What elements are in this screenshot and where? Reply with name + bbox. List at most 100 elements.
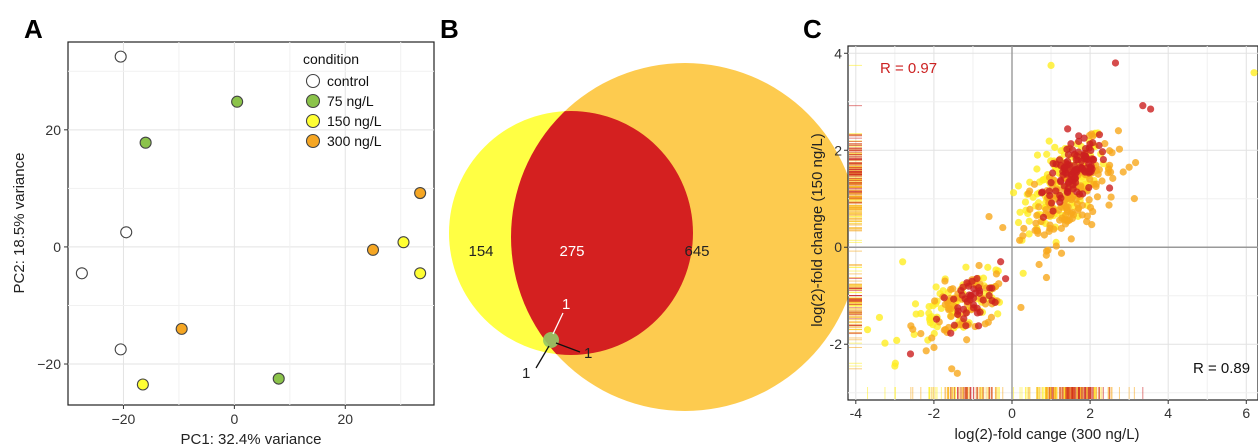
fc-point [911, 300, 920, 308]
fc-point [1039, 213, 1048, 221]
fc-point [957, 286, 965, 295]
fc-point [1105, 201, 1113, 209]
fc-point [1108, 149, 1116, 157]
fc-point [954, 304, 962, 312]
fc-point [1083, 164, 1091, 172]
venn-leader-left [535, 345, 550, 369]
venn-leader-right [555, 342, 581, 353]
fc-point [1046, 192, 1054, 200]
fc-point [1075, 132, 1083, 140]
fc-point [1056, 216, 1064, 224]
fc-point [1017, 303, 1025, 312]
fc-point [1080, 134, 1088, 142]
fc-point [1099, 155, 1107, 164]
fc-point [1035, 260, 1043, 269]
fc-point [1085, 183, 1093, 192]
fc-point [1014, 218, 1023, 227]
pca-plot: −20 0 20 −20 0 20 PC1: 32.4% variance PC2: 18… [11, 41, 435, 446]
fc-point [947, 312, 955, 321]
fc-point [1038, 189, 1046, 197]
venn-leader-top [552, 312, 564, 335]
fc-point [1083, 212, 1091, 220]
fc-point [981, 320, 989, 328]
fc-x-axis-title: log(2)-fold cange (300 ng/L) [954, 426, 1139, 443]
fc-point [1056, 176, 1065, 184]
fc-point [953, 369, 961, 377]
fc-point [1043, 150, 1051, 158]
fc-x-tick-label: 2 [1086, 405, 1094, 421]
venn-count-75-300: 1 [584, 345, 592, 362]
pca-x-tick-label: 20 [337, 411, 353, 427]
panel-letter-c: C [803, 14, 822, 44]
fc-point [1057, 249, 1066, 257]
fc-point [1071, 178, 1080, 187]
fc-point [949, 285, 957, 293]
fc-point [1250, 69, 1258, 77]
fc-point [1071, 150, 1079, 158]
fc-point [1049, 169, 1057, 177]
fc-point [932, 315, 941, 323]
fc-point [941, 325, 950, 334]
pca-legend: condition control 75 ng/L 150 ng/L 300 ng/L [303, 51, 382, 149]
fc-point [1025, 217, 1033, 225]
pca-legend-label: control [327, 73, 369, 89]
pca-y-axis-title: PC2: 18.5% variance [11, 153, 28, 294]
pca-point-300-ng-l [414, 187, 427, 200]
pca-point-75-ng-l [272, 372, 285, 385]
pca-point-control [114, 50, 127, 63]
fc-point [1060, 163, 1068, 172]
pca-point-300-ng-l [175, 322, 188, 335]
pca-y-tick-label: 20 [45, 122, 61, 138]
fc-point [917, 330, 925, 338]
fc-point [1033, 165, 1041, 173]
fc-point [875, 313, 884, 322]
fc-point [1026, 205, 1034, 213]
pca-point-control [75, 267, 88, 280]
fc-point [1086, 175, 1094, 183]
fc-point [1081, 145, 1090, 153]
fc-point [1089, 207, 1097, 216]
venn-count-overlap: 275 [559, 243, 584, 260]
fc-point [1035, 203, 1043, 211]
fc-point [963, 336, 971, 344]
fc-y-tick-label: -2 [830, 336, 843, 352]
fc-point [1139, 102, 1147, 110]
pca-point-150-ng-l [397, 236, 410, 249]
fc-point [1077, 182, 1085, 190]
fc-point [994, 310, 1002, 318]
fc-point [899, 258, 907, 266]
fc-correlation-bottom: R = 0.89 [1193, 360, 1250, 377]
fc-point [1052, 187, 1060, 195]
fc-point [1020, 224, 1028, 233]
fc-y-tick-label: 4 [834, 45, 842, 61]
pca-legend-title: condition [303, 51, 359, 67]
panel-letter-b: B [440, 14, 459, 44]
fc-point [1114, 127, 1123, 135]
pca-legend-swatch [305, 113, 321, 129]
fc-point [985, 291, 993, 300]
fold-change-scatter: -4 -2 0 2 4 6 -2 0 2 4 R = 0.97 R = 0.89 log(2)-f… [809, 45, 1258, 443]
fc-point [1057, 224, 1065, 232]
fc-y-axis-title: log(2)-fold change (150 ng/L) [809, 133, 826, 326]
fc-point [946, 305, 955, 313]
pca-legend-swatch [305, 93, 321, 109]
fc-point [973, 274, 981, 283]
fc-point [985, 212, 993, 221]
fc-point [940, 294, 948, 302]
fc-point [1107, 193, 1115, 201]
venn-count-300-only: 645 [684, 243, 709, 260]
fc-point [1083, 218, 1091, 226]
fc-point [1073, 188, 1081, 196]
fc-point [1056, 198, 1064, 206]
fc-point [1042, 273, 1051, 282]
fc-point [973, 309, 981, 317]
fc-x-tick-label: -2 [928, 405, 941, 421]
fc-point [932, 283, 940, 291]
fc-point [1075, 137, 1083, 146]
pca-point-75-ng-l [231, 95, 244, 108]
venn-count-150-only: 154 [468, 243, 493, 260]
pca-x-axis-title: PC1: 32.4% variance [181, 431, 322, 446]
fc-point [1105, 184, 1114, 192]
fc-point [1089, 132, 1097, 140]
fc-point [1147, 105, 1155, 113]
